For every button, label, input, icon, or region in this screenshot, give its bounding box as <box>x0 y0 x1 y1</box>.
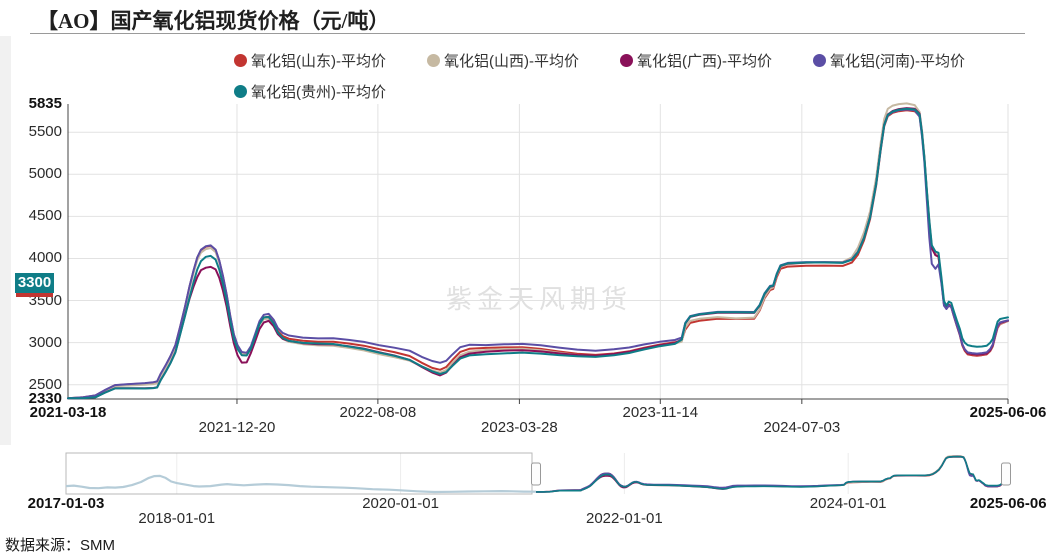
legend-item-guizhou[interactable]: 氧化铝(贵州)-平均价 <box>234 81 386 102</box>
price-line-series <box>67 107 1009 400</box>
price-line-series <box>67 107 1009 400</box>
price-line-series <box>67 108 1009 400</box>
legend-swatch-guangxi <box>620 54 633 67</box>
price-line-series <box>67 109 1009 400</box>
title-divider <box>30 33 1025 34</box>
latest-value-badge: 3300 <box>15 273 54 293</box>
legend-item-shanxi[interactable]: 氧化铝(山西)-平均价 <box>427 50 579 71</box>
legend-swatch-shanxi <box>427 54 440 67</box>
legend-label-guangxi: 氧化铝(广西)-平均价 <box>637 53 772 70</box>
data-source-note: 数据来源：SMM <box>5 537 115 554</box>
legend-swatch-guizhou <box>234 85 247 98</box>
latest-value-badge-secondary <box>16 293 53 297</box>
nav-left-handle[interactable] <box>531 462 541 486</box>
chart-title: 【AO】国产氧化铝现货价格（元/吨） <box>37 9 390 33</box>
legend-item-guangxi[interactable]: 氧化铝(广西)-平均价 <box>620 50 772 71</box>
nav-unselected-frame[interactable] <box>65 452 533 495</box>
legend-swatch-shandong <box>234 54 247 67</box>
page-edge-strip <box>0 36 11 445</box>
legend-label-guizhou: 氧化铝(贵州)-平均价 <box>251 84 386 101</box>
watermark: 紫金天风期货 <box>446 284 633 314</box>
legend-item-henan[interactable]: 氧化铝(河南)-平均价 <box>813 50 965 71</box>
legend-label-shandong: 氧化铝(山东)-平均价 <box>251 53 386 70</box>
legend-swatch-henan <box>813 54 826 67</box>
nav-right-handle[interactable] <box>1001 462 1011 486</box>
nav-history-line <box>65 474 537 494</box>
legend-label-henan: 氧化铝(河南)-平均价 <box>830 53 965 70</box>
legend-item-shandong[interactable]: 氧化铝(山东)-平均价 <box>234 50 386 71</box>
legend: 氧化铝(山东)-平均价 氧化铝(山西)-平均价 氧化铝(广西)-平均价 氧化铝(… <box>234 50 1004 102</box>
legend-label-shanxi: 氧化铝(山西)-平均价 <box>444 53 579 70</box>
nav-selected-line <box>536 455 1009 493</box>
